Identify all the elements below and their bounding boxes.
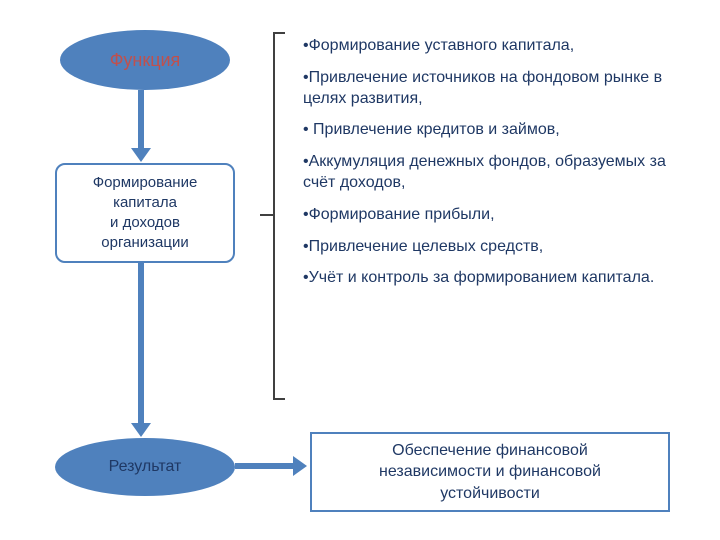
bullet-text-1: Привлечение источников на фондовом рынке… (303, 69, 662, 107)
bullet-item: •Формирование прибыли, (303, 205, 687, 226)
arrow-1-head (131, 148, 151, 162)
bullet-item: •Аккумуляция денежных фондов, образуемых… (303, 152, 687, 194)
bullet-item: •Привлечение целевых средств, (303, 237, 687, 258)
bullet-text-5: Привлечение целевых средств, (309, 238, 544, 255)
node-result: Результат (55, 438, 235, 496)
resultbox-line2: независимости и финансовой (379, 463, 601, 480)
node-formation: Формирование капитала и доходов организа… (55, 163, 235, 263)
bullet-item: •Привлечение источников на фондовом рынк… (303, 68, 687, 110)
resultbox-line3: устойчивости (440, 485, 540, 502)
bracket (273, 32, 285, 400)
formation-line4: организации (101, 234, 188, 251)
formation-line3: и доходов (110, 214, 180, 231)
bracket-stub (260, 214, 273, 216)
bullet-text-4: Формирование прибыли, (309, 206, 495, 223)
node-function-label: Функция (110, 50, 181, 71)
node-result-box-label: Обеспечение финансовой независимости и ф… (379, 440, 601, 505)
node-result-box: Обеспечение финансовой независимости и ф… (310, 432, 670, 512)
bullet-list: •Формирование уставного капитала, •Привл… (295, 28, 695, 308)
bullet-item: •Учёт и контроль за формированием капита… (303, 268, 687, 289)
arrow-2-line (138, 263, 144, 425)
bullet-text-3: Аккумуляция денежных фондов, образуемых … (303, 153, 666, 191)
bullet-item: • Привлечение кредитов и займов, (303, 120, 687, 141)
arrow-1-line (138, 90, 144, 150)
bullet-text-0: Формирование уставного капитала, (309, 37, 575, 54)
formation-line1: Формирование (93, 174, 198, 191)
arrow-3-head (293, 456, 307, 476)
bullet-text-6: Учёт и контроль за формированием капитал… (309, 269, 655, 286)
arrow-2-head (131, 423, 151, 437)
bullet-item: •Формирование уставного капитала, (303, 36, 687, 57)
node-formation-label: Формирование капитала и доходов организа… (93, 173, 198, 254)
bullet-text-2: Привлечение кредитов и займов, (309, 121, 560, 138)
node-result-label: Результат (109, 458, 182, 476)
formation-line2: капитала (113, 194, 177, 211)
arrow-3-line (235, 463, 295, 469)
resultbox-line1: Обеспечение финансовой (392, 442, 588, 459)
node-function: Функция (60, 30, 230, 90)
